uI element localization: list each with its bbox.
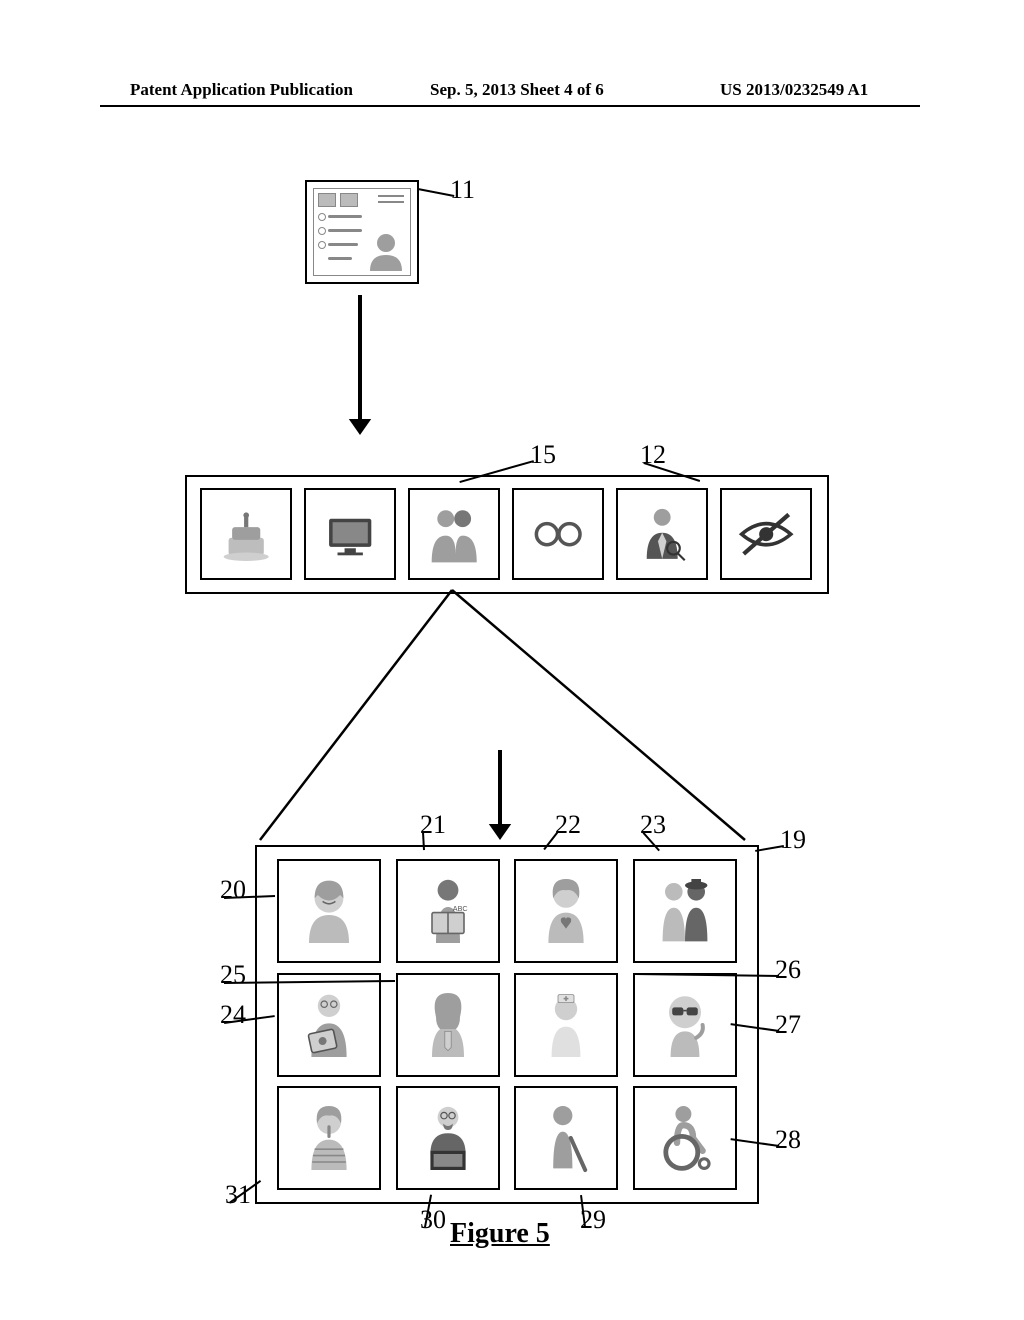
icon-eye-off xyxy=(720,488,812,580)
figure-canvas: Figure 5 1115122122231920252624272831302… xyxy=(0,0,1024,1320)
icon-woman-pray xyxy=(396,973,500,1077)
ref-label-26: 26 xyxy=(775,955,801,985)
icon-nurse xyxy=(514,973,618,1077)
icon-cake xyxy=(200,488,292,580)
icon-man-tablet xyxy=(277,973,381,1077)
ref-label-30: 30 xyxy=(420,1205,446,1235)
ref-label-27: 27 xyxy=(775,1010,801,1040)
ref-label-24: 24 xyxy=(220,1000,246,1030)
icon-child-abc xyxy=(396,859,500,963)
ref-label-28: 28 xyxy=(775,1125,801,1155)
ref-label-22: 22 xyxy=(555,810,581,840)
ref-label-20: 20 xyxy=(220,875,246,905)
figure-title: Figure 5 xyxy=(450,1218,550,1250)
icon-suit xyxy=(616,488,708,580)
icon-woman-shush xyxy=(277,1086,381,1190)
icon-wheelchair xyxy=(633,1086,737,1190)
ref-label-15: 15 xyxy=(530,440,556,470)
icon-man-laptop xyxy=(396,1086,500,1190)
icon-tv xyxy=(304,488,396,580)
icon-baby-shades xyxy=(633,973,737,1077)
icon-woman-smile xyxy=(277,859,381,963)
icon-glasses xyxy=(512,488,604,580)
ref-label-19: 19 xyxy=(780,825,806,855)
icon-person-cane xyxy=(514,1086,618,1190)
icon-people xyxy=(408,488,500,580)
icon-couple xyxy=(633,859,737,963)
ref-label-25: 25 xyxy=(220,960,246,990)
ref-label-11: 11 xyxy=(450,175,475,205)
icon-woman-heart xyxy=(514,859,618,963)
